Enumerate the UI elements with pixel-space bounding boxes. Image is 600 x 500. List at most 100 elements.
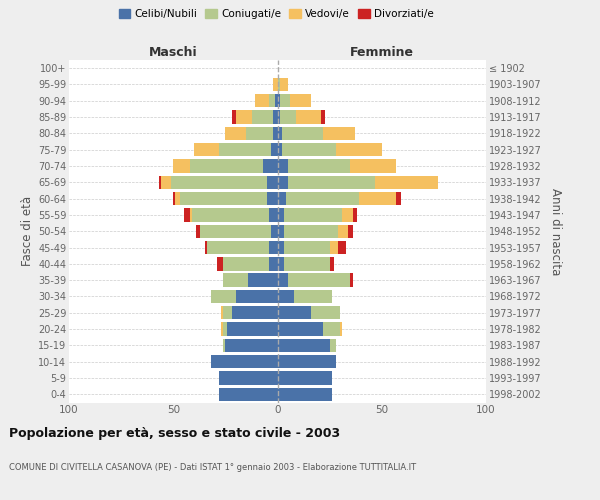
Bar: [277, 143, 281, 156]
Bar: [221, 322, 223, 336]
Bar: [248, 274, 277, 287]
Bar: [232, 110, 236, 124]
Bar: [286, 192, 359, 205]
Bar: [269, 208, 277, 222]
Bar: [269, 241, 277, 254]
Bar: [284, 241, 329, 254]
Bar: [284, 208, 342, 222]
Bar: [223, 338, 226, 352]
Bar: [340, 322, 342, 336]
Bar: [221, 306, 223, 320]
Bar: [158, 176, 161, 189]
Bar: [223, 306, 232, 320]
Bar: [277, 388, 332, 401]
Bar: [277, 306, 311, 320]
Bar: [359, 192, 397, 205]
Bar: [171, 176, 267, 189]
Bar: [321, 110, 325, 124]
Bar: [338, 224, 349, 238]
Bar: [196, 224, 200, 238]
Bar: [277, 78, 280, 91]
Bar: [271, 143, 277, 156]
Bar: [376, 176, 438, 189]
Bar: [288, 176, 376, 189]
Bar: [277, 160, 288, 172]
Bar: [338, 241, 346, 254]
Bar: [184, 208, 190, 222]
Bar: [269, 257, 277, 270]
Bar: [173, 160, 190, 172]
Bar: [219, 143, 271, 156]
Bar: [246, 126, 274, 140]
Bar: [281, 126, 323, 140]
Bar: [329, 257, 334, 270]
Bar: [329, 241, 338, 254]
Bar: [267, 176, 277, 189]
Bar: [277, 372, 332, 384]
Bar: [275, 94, 277, 108]
Text: COMUNE DI CIVITELLA CASANOVA (PE) - Dati ISTAT 1° gennaio 2003 - Elaborazione TU: COMUNE DI CIVITELLA CASANOVA (PE) - Dati…: [9, 462, 416, 471]
Bar: [288, 274, 350, 287]
Bar: [274, 110, 277, 124]
Bar: [290, 94, 311, 108]
Bar: [236, 290, 277, 303]
Bar: [277, 176, 288, 189]
Bar: [206, 241, 269, 254]
Bar: [192, 208, 269, 222]
Bar: [190, 160, 263, 172]
Bar: [219, 372, 277, 384]
Bar: [232, 306, 277, 320]
Bar: [269, 94, 275, 108]
Bar: [277, 224, 284, 238]
Bar: [342, 208, 353, 222]
Bar: [277, 208, 284, 222]
Bar: [277, 274, 288, 287]
Bar: [263, 160, 277, 172]
Bar: [349, 224, 353, 238]
Bar: [217, 257, 223, 270]
Bar: [277, 355, 336, 368]
Bar: [277, 192, 286, 205]
Bar: [288, 160, 350, 172]
Bar: [211, 355, 277, 368]
Bar: [173, 192, 175, 205]
Bar: [336, 143, 382, 156]
Bar: [277, 126, 281, 140]
Bar: [277, 338, 329, 352]
Bar: [329, 338, 336, 352]
Bar: [161, 176, 171, 189]
Bar: [350, 274, 353, 287]
Bar: [284, 257, 329, 270]
Legend: Celibi/Nubili, Coniugati/e, Vedovi/e, Divorziati/e: Celibi/Nubili, Coniugati/e, Vedovi/e, Di…: [115, 5, 437, 24]
Bar: [323, 322, 340, 336]
Bar: [271, 224, 277, 238]
Bar: [274, 126, 277, 140]
Bar: [267, 192, 277, 205]
Bar: [277, 322, 323, 336]
Bar: [227, 322, 277, 336]
Bar: [226, 126, 246, 140]
Bar: [175, 192, 179, 205]
Bar: [284, 224, 338, 238]
Bar: [296, 110, 321, 124]
Bar: [280, 78, 288, 91]
Bar: [253, 110, 274, 124]
Bar: [223, 274, 248, 287]
Bar: [350, 160, 397, 172]
Bar: [223, 322, 227, 336]
Bar: [226, 338, 277, 352]
Bar: [200, 224, 271, 238]
Bar: [277, 241, 284, 254]
Text: Femmine: Femmine: [350, 46, 414, 59]
Bar: [277, 94, 280, 108]
Bar: [274, 78, 277, 91]
Y-axis label: Anni di nascita: Anni di nascita: [548, 188, 562, 275]
Bar: [397, 192, 401, 205]
Bar: [311, 306, 340, 320]
Bar: [236, 110, 253, 124]
Bar: [219, 388, 277, 401]
Bar: [323, 126, 355, 140]
Bar: [254, 94, 269, 108]
Bar: [205, 241, 206, 254]
Bar: [294, 290, 332, 303]
